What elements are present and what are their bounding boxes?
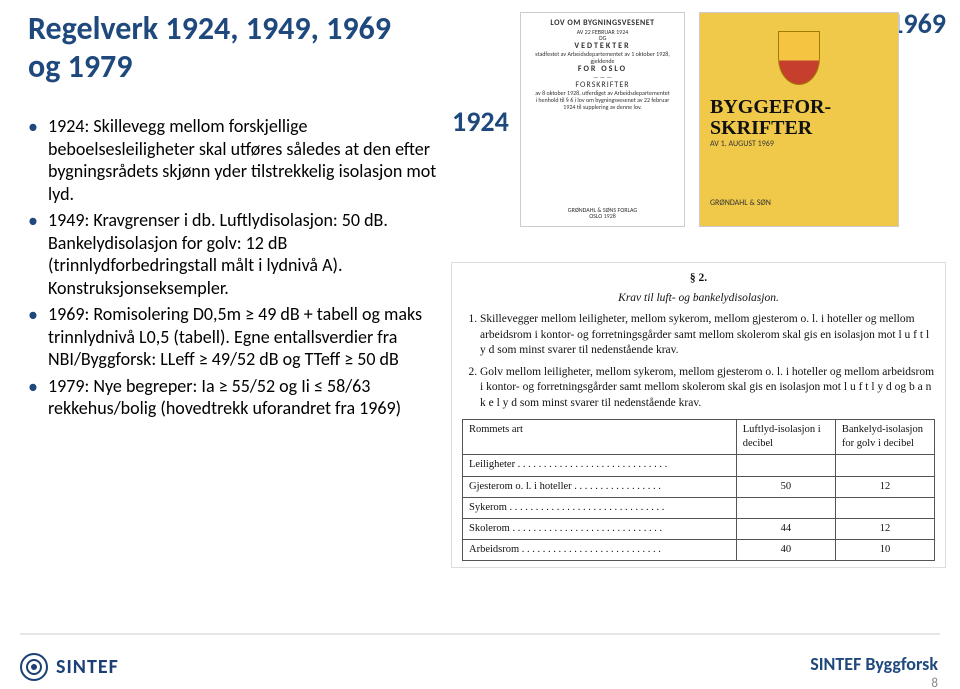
cell: 40 (736, 540, 835, 561)
bullet-text: Romisolering D0,5m ≥ 49 dB + tabell og m… (48, 303, 422, 370)
t1969-title-l1: BYGGEFOR- (710, 96, 831, 118)
bullet-text: Nye begreper: Ia ≥ 55/52 og Ii ≤ 58/63 r… (48, 375, 401, 420)
cell: Arbeidsrom . . . . . . . . . . . . . . .… (463, 540, 737, 561)
bullet-4: 1979: Nye begreper: Ia ≥ 55/52 og Ii ≤ 5… (28, 375, 438, 420)
bullet-year: 1924: (48, 115, 89, 137)
excerpt-p1: Skillevegger mellom leiligheter, mellom … (480, 312, 935, 359)
t1924-t7: av 8 oktober 1928, utferdiget av Arbeids… (527, 90, 678, 110)
bullet-year: 1949: (48, 209, 89, 231)
year-label-1924: 1924 (452, 104, 509, 139)
bullet-text: Kravgrenser i db. Luftlydisolasjon: 50 d… (48, 209, 388, 299)
bullet-1: 1924: Skillevegg mellom forskjellige beb… (28, 115, 438, 205)
cell (835, 497, 934, 518)
crest-icon (778, 31, 820, 85)
cell (736, 455, 835, 476)
thumbnail-1924-cover: LOV OM BYGNINGSVESENET AV 22 FEBRUAR 192… (520, 12, 685, 227)
table-row: Gjesterom o. l. i hoteller . . . . . . .… (463, 476, 935, 497)
table-row: Skolerom . . . . . . . . . . . . . . . .… (463, 518, 935, 539)
cell: 12 (835, 476, 934, 497)
bullet-year: 1979: (48, 375, 89, 397)
footer-divider (20, 633, 940, 635)
cell (835, 455, 934, 476)
th-rommets-art: Rommets art (463, 420, 737, 455)
t1924-pub2: OSLO 1928 (568, 213, 637, 220)
t1969-pub: GRØNDAHL & SØN (710, 198, 888, 208)
regulation-excerpt-1949: § 2. Krav til luft- og bankelydisolasjon… (451, 262, 946, 568)
cover-thumbnails: LOV OM BYGNINGSVESENET AV 22 FEBRUAR 192… (520, 12, 899, 227)
sintef-logo: SINTEF (20, 653, 119, 681)
table-row: Sykerom . . . . . . . . . . . . . . . . … (463, 497, 935, 518)
cell: Sykerom . . . . . . . . . . . . . . . . … (463, 497, 737, 518)
bullet-3: 1969: Romisolering D0,5m ≥ 49 dB + tabel… (28, 303, 438, 371)
excerpt-p2: Golv mellom leiligheter, mellom sykerom,… (480, 365, 935, 412)
th-luftlyd: Luftlyd-isolasjon i decibel (736, 420, 835, 455)
t1969-sub: AV 1. AUGUST 1969 (710, 139, 888, 149)
t1969-title-l2: SKRIFTER (710, 117, 812, 139)
bullet-text: Skillevegg mellom forskjellige beboelses… (48, 115, 436, 205)
cell: Leiligheter . . . . . . . . . . . . . . … (463, 455, 737, 476)
t1969-title: BYGGEFOR- SKRIFTER (710, 97, 888, 139)
table-row: Leiligheter . . . . . . . . . . . . . . … (463, 455, 935, 476)
excerpt-subheading: Krav til luft- og bankelydisolasjon. (462, 291, 935, 307)
footer-brand: SINTEF Byggforsk (810, 653, 938, 675)
sintef-logo-icon (20, 653, 48, 681)
cell: Skolerom . . . . . . . . . . . . . . . .… (463, 518, 737, 539)
excerpt-section: § 2. (462, 271, 935, 287)
cell: Gjesterom o. l. i hoteller . . . . . . .… (463, 476, 737, 497)
t1924-t4: stadfestet av Arbeidsdepartementet av 1 … (527, 51, 678, 64)
slide-heading: Regelverk 1924, 1949, 1969 og 1979 (28, 10, 428, 87)
cell: 50 (736, 476, 835, 497)
bullet-list: 1924: Skillevegg mellom forskjellige beb… (28, 115, 438, 424)
bullet-2: 1949: Kravgrenser i db. Luftlydisolasjon… (28, 209, 438, 299)
cell (736, 497, 835, 518)
cell: 44 (736, 518, 835, 539)
excerpt-table: Rommets art Luftlyd-isolasjon i decibel … (462, 419, 935, 561)
thumbnail-1969-cover: BYGGEFOR- SKRIFTER AV 1. AUGUST 1969 GRØ… (699, 12, 899, 227)
slide-footer: SINTEF SINTEF Byggforsk 8 (0, 633, 960, 689)
bullet-year: 1969: (48, 303, 89, 325)
table-row: Arbeidsrom . . . . . . . . . . . . . . .… (463, 540, 935, 561)
th-bankelyd: Bankelyd-isolasjon for golv i decibel (835, 420, 934, 455)
page-number: 8 (931, 676, 938, 689)
sintef-logo-text: SINTEF (56, 655, 119, 679)
cell: 12 (835, 518, 934, 539)
cell: 10 (835, 540, 934, 561)
